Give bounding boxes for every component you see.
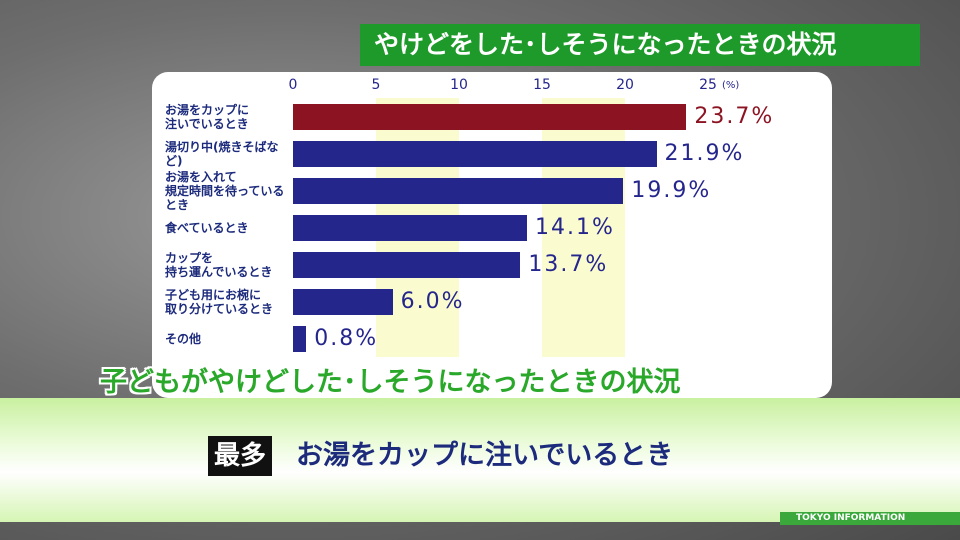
x-tick-label: 25 xyxy=(699,77,717,93)
value-label: 21.9% xyxy=(664,140,745,166)
bar xyxy=(293,140,657,167)
bar xyxy=(293,177,624,204)
bar xyxy=(293,214,528,241)
y-tick-label: その他 xyxy=(165,331,202,346)
value-label: 6.0% xyxy=(400,288,465,314)
y-tick-label: 子ども用にお椀に 取り分けているとき xyxy=(165,287,274,316)
x-tick-label: 20 xyxy=(616,77,634,93)
y-tick-label: お湯をカップに 注いでいるとき xyxy=(165,102,250,131)
value-label: 13.7% xyxy=(528,251,609,277)
bar xyxy=(293,103,687,130)
value-label: 23.7% xyxy=(694,103,775,129)
caption-tag: 最多 xyxy=(208,436,273,476)
y-tick-label: カップを 持ち運んでいるとき xyxy=(165,250,273,279)
y-tick-label: 湯切り中(焼きそばなど) xyxy=(165,139,279,168)
chart-title: 子どもがやけどした･しそうになったときの状況 xyxy=(100,367,681,398)
bar xyxy=(293,288,393,315)
bar xyxy=(293,325,307,352)
x-axis-label: (%) xyxy=(722,80,740,91)
caption-band xyxy=(0,398,960,522)
header-title: やけどをした･しそうになったときの状況 xyxy=(360,24,920,66)
x-tick-label: 5 xyxy=(371,77,381,93)
x-tick-label: 10 xyxy=(450,77,468,93)
x-tick-label: 15 xyxy=(533,77,551,93)
x-tick-label: 0 xyxy=(288,77,298,93)
y-tick-label: お湯を入れて 規定時間を待っているとき xyxy=(165,169,285,212)
bar xyxy=(293,251,521,278)
value-label: 14.1% xyxy=(535,214,615,240)
y-tick-label: 食べているとき xyxy=(165,220,249,235)
value-label: 19.9% xyxy=(631,177,712,203)
value-label: 0.8% xyxy=(314,325,379,351)
caption-text: お湯をカップに注いでいるとき xyxy=(296,440,674,471)
footer-logo: TOKYO INFORMATION xyxy=(780,512,960,525)
